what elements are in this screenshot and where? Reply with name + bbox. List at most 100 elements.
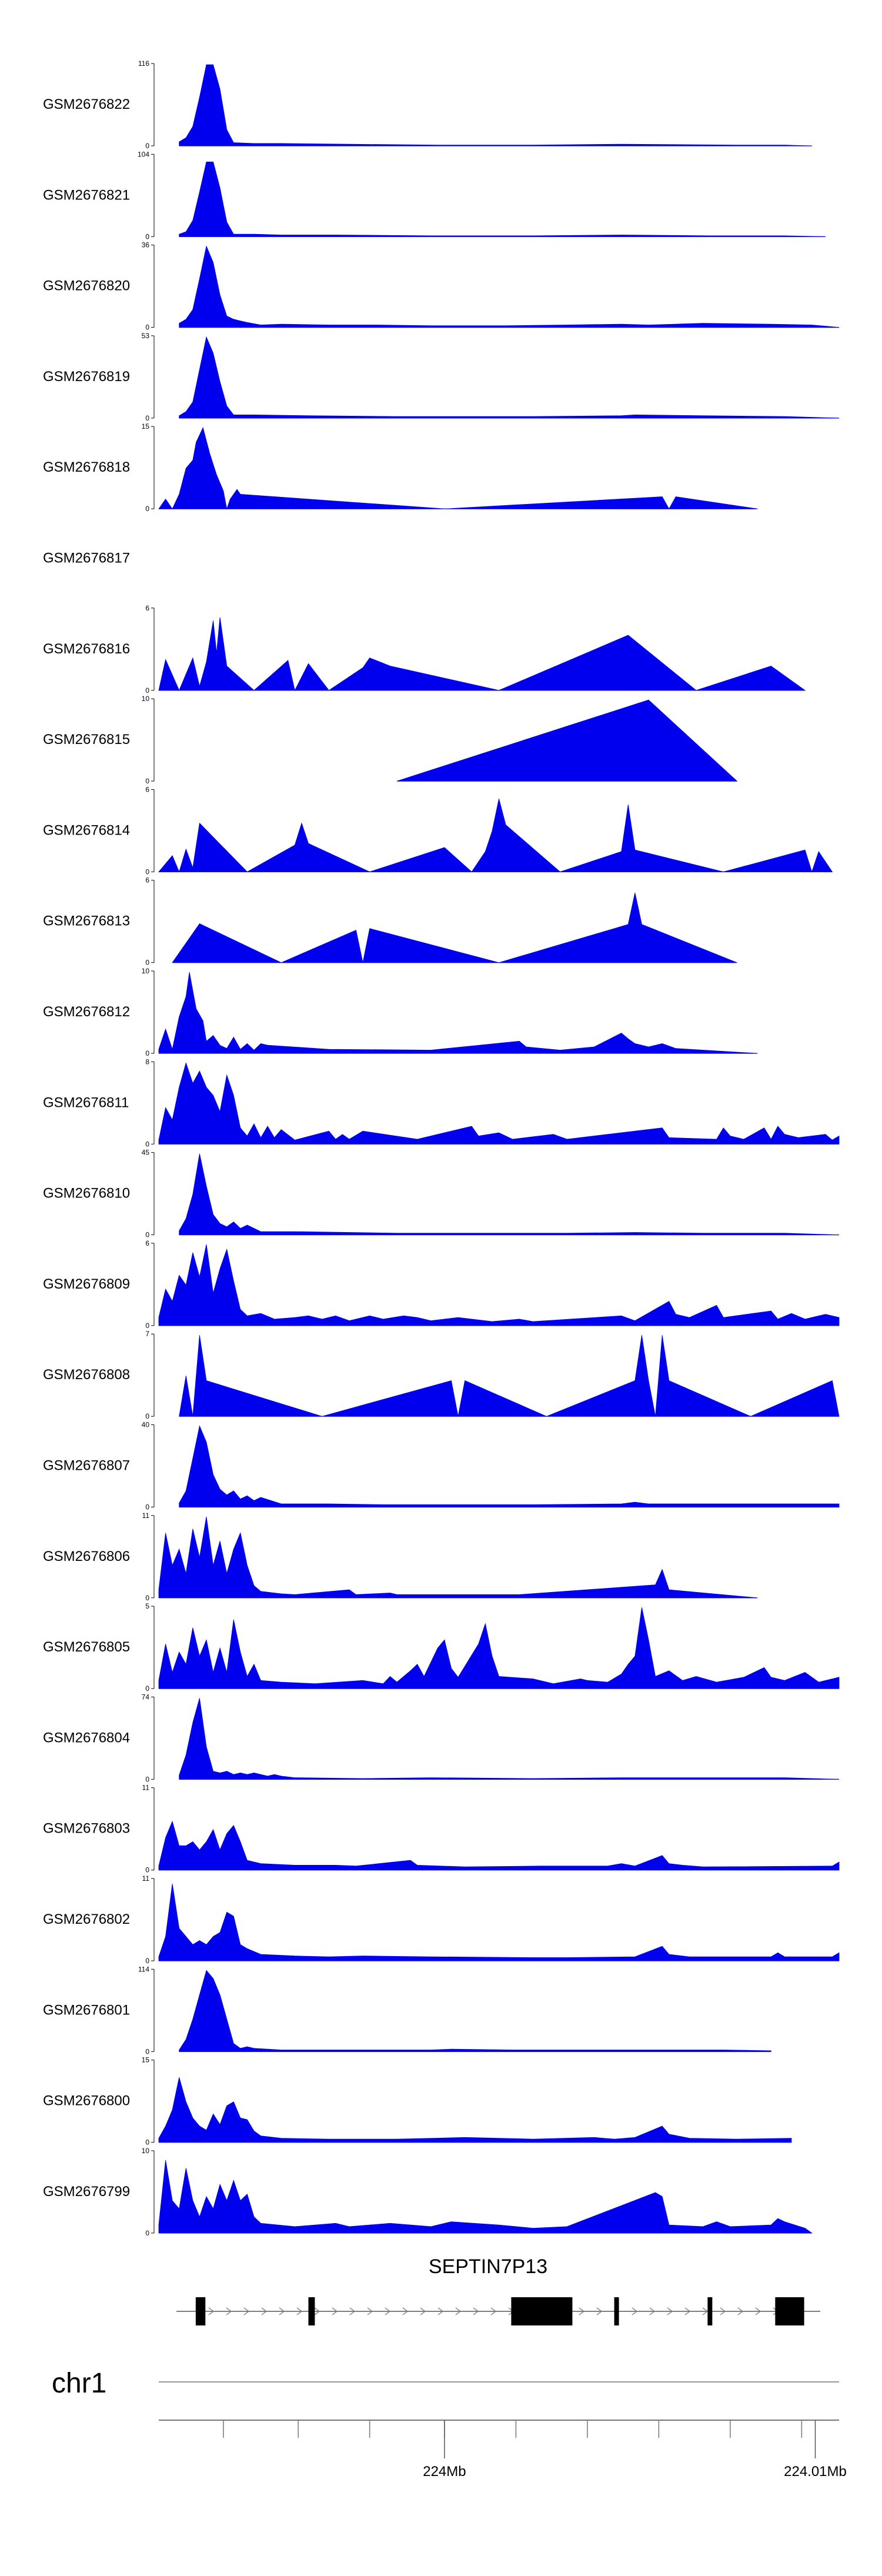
- strand-arrow: [261, 2307, 268, 2315]
- coverage-area: [179, 64, 812, 146]
- strand-arrow: [332, 2307, 338, 2315]
- strand-arrow: [596, 2307, 603, 2315]
- gene-exon: [308, 2297, 315, 2325]
- track-gsm2676803: GSM2676803 11 0: [43, 1784, 840, 1874]
- track-label: GSM2676802: [43, 1911, 130, 1927]
- track-label: GSM2676806: [43, 1549, 130, 1564]
- track-gsm2676819: GSM2676819 53 0: [43, 332, 840, 422]
- track-ymin-label: 0: [145, 1775, 149, 1783]
- strand-arrow: [702, 2307, 709, 2315]
- track-gsm2676810: GSM2676810 45 0: [43, 1149, 840, 1239]
- track-label: GSM2676811: [43, 1095, 129, 1110]
- coverage-area: [158, 1820, 840, 1871]
- track-label: GSM2676803: [43, 1821, 130, 1837]
- coverage-area: [179, 1698, 840, 1780]
- track-label: GSM2676815: [43, 732, 130, 748]
- track-ymax-label: 11: [142, 1511, 150, 1520]
- track-ymax-label: 40: [142, 1421, 150, 1429]
- strand-arrow: [314, 2307, 320, 2315]
- track-gsm2676811: GSM2676811 8 0: [43, 1057, 840, 1148]
- strand-arrow: [649, 2307, 656, 2315]
- track-label: GSM2676800: [43, 2093, 130, 2109]
- strand-arrow: [296, 2307, 303, 2315]
- track-label: GSM2676822: [43, 96, 130, 112]
- strand-arrow: [579, 2307, 585, 2315]
- track-label: GSM2676805: [43, 1639, 130, 1655]
- track-gsm2676820: GSM2676820 36 0: [43, 241, 840, 332]
- track-ymax-label: 10: [142, 2147, 150, 2155]
- track-ymax-label: 8: [145, 1057, 149, 1066]
- coverage-area: [158, 799, 833, 873]
- track-ymin-label: 0: [145, 1503, 149, 1511]
- track-label: GSM2676818: [43, 459, 130, 475]
- track-gsm2676800: GSM2676800 15 0: [43, 2056, 792, 2147]
- strand-arrow: [208, 2307, 215, 2315]
- gene-strand-arrows: [208, 2307, 797, 2315]
- strand-arrow: [279, 2307, 285, 2315]
- strand-arrow: [667, 2307, 673, 2315]
- strand-arrow: [402, 2307, 409, 2315]
- track-label: GSM2676813: [43, 913, 130, 929]
- track-ymax-label: 53: [142, 332, 150, 340]
- coverage-area: [158, 1607, 840, 1689]
- track-ymax-label: 5: [145, 1602, 149, 1610]
- track-label: GSM2676812: [43, 1004, 130, 1020]
- track-ymax-label: 104: [138, 150, 149, 158]
- track-gsm2676806: GSM2676806 11 0: [43, 1511, 758, 1602]
- track-ymin-label: 0: [145, 1140, 149, 1148]
- track-ymin-label: 0: [145, 1412, 149, 1420]
- track-gsm2676822: GSM2676822 116 0: [43, 59, 812, 150]
- track-ymax-label: 11: [142, 1784, 150, 1792]
- track-ymax-label: 36: [142, 241, 150, 249]
- gene-label: SEPTIN7P13: [429, 2255, 547, 2278]
- track-gsm2676805: GSM2676805 5 0: [43, 1602, 840, 1693]
- track-ymin-label: 0: [145, 1866, 149, 1874]
- track-ymin-label: 0: [145, 1322, 149, 1330]
- track-ymin-label: 0: [145, 323, 149, 332]
- track-ymin-label: 0: [145, 232, 149, 241]
- track-label: GSM2676816: [43, 641, 130, 657]
- track-ymin-label: 0: [145, 1594, 149, 1602]
- coverage-area: [179, 336, 840, 419]
- coverage-area: [179, 1153, 840, 1235]
- strand-arrow: [490, 2307, 497, 2315]
- coverage-area: [158, 2160, 813, 2234]
- track-label: GSM2676814: [43, 822, 130, 838]
- track-label: GSM2676810: [43, 1186, 130, 1202]
- coverage-area: [179, 1425, 840, 1507]
- track-ymax-label: 10: [142, 967, 150, 975]
- chromosome-label: chr1: [52, 2368, 106, 2399]
- track-gsm2676809: GSM2676809 6 0: [43, 1239, 840, 1330]
- track-gsm2676815: GSM2676815 10 0: [43, 695, 738, 785]
- strand-arrow: [455, 2307, 462, 2315]
- track-label: GSM2676819: [43, 369, 130, 385]
- track-ymax-label: 116: [138, 59, 149, 68]
- strand-arrow: [473, 2307, 479, 2315]
- coverage-area: [158, 1244, 840, 1326]
- strand-arrow: [720, 2307, 726, 2315]
- gene-exons: [195, 2297, 804, 2325]
- track-ymax-label: 45: [142, 1149, 150, 1157]
- gene-exon: [614, 2297, 619, 2325]
- track-gsm2676821: GSM2676821 104 0: [43, 150, 826, 241]
- track-ymax-label: 114: [138, 1965, 149, 1973]
- track-gsm2676807: GSM2676807 40 0: [43, 1421, 840, 1511]
- track-ymax-label: 11: [142, 1874, 150, 1883]
- coverage-area: [158, 427, 758, 510]
- strand-arrow: [420, 2307, 426, 2315]
- coverage-area: [158, 1062, 840, 1144]
- strand-arrow: [684, 2307, 691, 2315]
- track-ymin-label: 0: [145, 867, 149, 876]
- track-ymin-label: 0: [145, 777, 149, 785]
- chromosome-ideogram: chr1: [52, 2368, 839, 2399]
- coverage-area: [396, 699, 738, 782]
- track-ymin-label: 0: [145, 2047, 149, 2056]
- strand-arrow: [243, 2307, 250, 2315]
- strand-arrow: [367, 2307, 373, 2315]
- axis-tick-label-224mb: 224Mb: [423, 2464, 466, 2480]
- track-ymin-label: 0: [145, 2229, 149, 2237]
- strand-arrow: [349, 2307, 356, 2315]
- gene-exon: [511, 2297, 573, 2325]
- coverage-area: [158, 1516, 758, 1599]
